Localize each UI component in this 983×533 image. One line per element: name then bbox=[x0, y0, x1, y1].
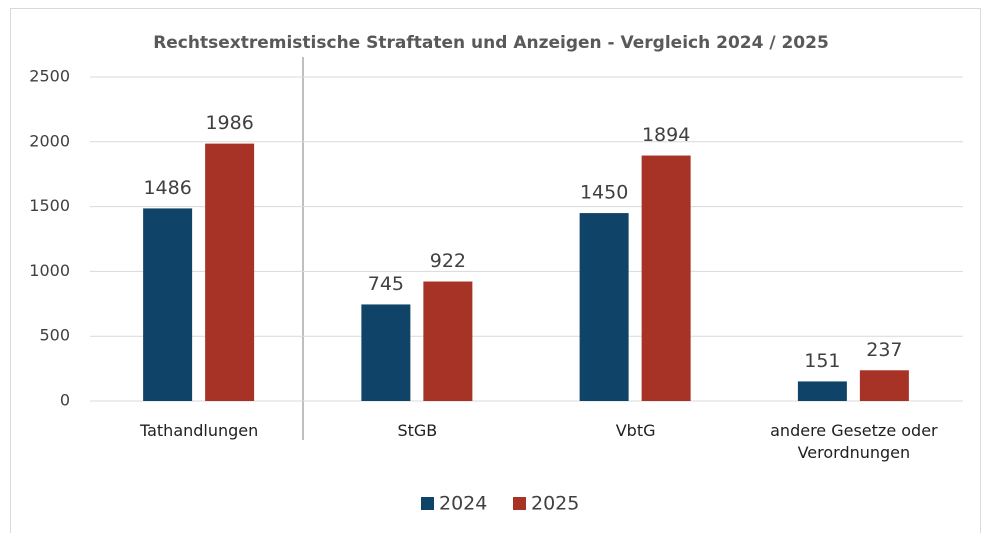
y-tick-label: 1500 bbox=[29, 196, 70, 215]
data-label: 1894 bbox=[642, 124, 690, 146]
bar bbox=[423, 281, 473, 401]
legend-label: 2025 bbox=[531, 493, 579, 515]
legend-swatch bbox=[513, 497, 526, 510]
bar bbox=[859, 370, 909, 401]
chart-frame bbox=[10, 8, 981, 533]
x-tick-label: Tathandlungen bbox=[139, 421, 259, 440]
data-label: 1450 bbox=[580, 182, 628, 204]
bar bbox=[361, 304, 411, 401]
x-tick-label: VbtG bbox=[615, 421, 656, 440]
bar bbox=[641, 155, 691, 401]
x-tick-label: StGB bbox=[397, 421, 438, 440]
y-tick-label: 2500 bbox=[29, 67, 70, 86]
y-tick-label: 500 bbox=[39, 326, 70, 345]
data-label: 745 bbox=[368, 273, 404, 295]
bar bbox=[797, 381, 847, 401]
data-label: 1986 bbox=[205, 112, 253, 134]
bar bbox=[579, 213, 629, 401]
data-label: 922 bbox=[430, 250, 466, 272]
bar bbox=[205, 143, 255, 402]
bar bbox=[143, 208, 193, 401]
y-tick-label: 2000 bbox=[29, 131, 70, 150]
legend-label: 2024 bbox=[439, 493, 487, 515]
data-label: 1486 bbox=[143, 177, 191, 199]
x-tick-label: andere Gesetze oder Verordnungen bbox=[770, 421, 938, 462]
y-tick-label: 0 bbox=[60, 391, 70, 410]
data-label: 151 bbox=[804, 350, 840, 372]
y-tick-label: 1000 bbox=[29, 261, 70, 280]
chart-title: Rechtsextremistische Straftaten und Anze… bbox=[153, 33, 829, 53]
data-label: 237 bbox=[866, 339, 902, 361]
legend-swatch bbox=[421, 497, 434, 510]
